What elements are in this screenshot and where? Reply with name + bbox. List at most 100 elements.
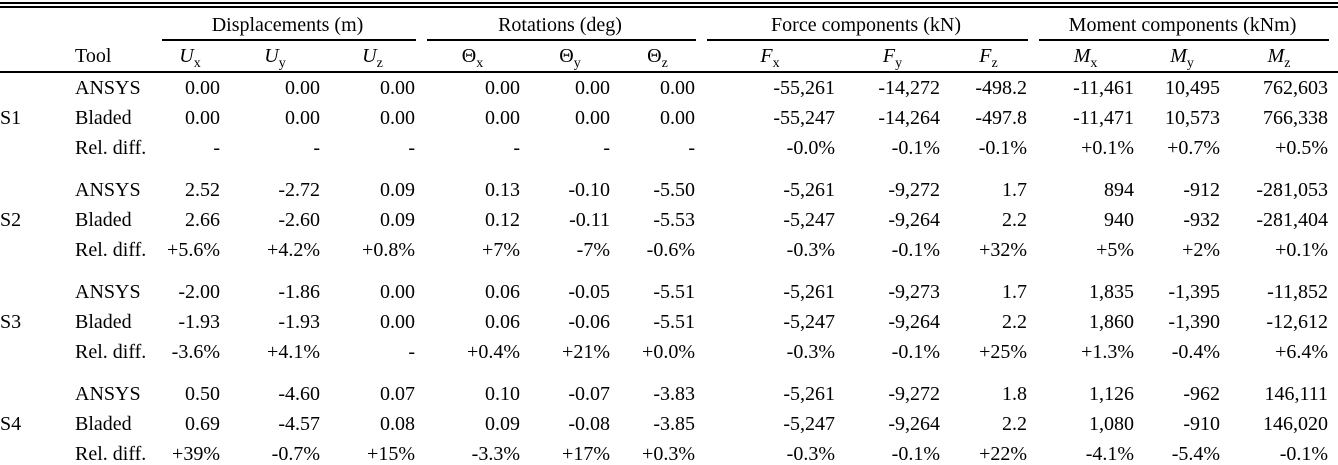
section-label: S1 bbox=[0, 107, 22, 129]
value-cell: -5,247 bbox=[783, 209, 835, 231]
value-cell: -9,264 bbox=[888, 413, 940, 435]
var-subscript: x bbox=[772, 56, 780, 71]
col-header-thetay: Θy bbox=[530, 41, 620, 73]
group-header-rotations: Rotations (deg) bbox=[425, 5, 705, 41]
value-cell: -5,261 bbox=[783, 281, 835, 303]
value-cell: -4.60 bbox=[278, 383, 320, 405]
value-cell: -932 bbox=[1183, 209, 1221, 231]
value-cell: +0.8% bbox=[362, 239, 415, 261]
value-cell: 894 bbox=[1104, 179, 1135, 201]
tool-cell: Bladed bbox=[75, 311, 132, 333]
value-cell: +4.2% bbox=[267, 239, 320, 261]
section-label bbox=[0, 265, 75, 307]
value-cell: -0.10 bbox=[568, 179, 610, 201]
value-cell: 1.7 bbox=[1002, 281, 1028, 303]
var-symbol: Θ bbox=[647, 45, 662, 67]
value-cell: -9,272 bbox=[888, 179, 940, 201]
table-row: Rel. diff. +5.6% +4.2% +0.8% +7% -7% -0.6% -0.3… bbox=[0, 235, 1338, 265]
col-header-fz: Fz bbox=[950, 41, 1038, 73]
value-cell: +17% bbox=[562, 443, 610, 465]
value-cell: -281,404 bbox=[1256, 209, 1329, 231]
table-row: Rel. diff. - - - - - - -0.0% -0.1% -0.1% +0.1% +0.7… bbox=[0, 133, 1338, 163]
value-cell: 0.08 bbox=[380, 413, 415, 435]
section-label: S4 bbox=[0, 413, 22, 435]
value-cell: 0.09 bbox=[485, 413, 520, 435]
value-cell: -4.57 bbox=[278, 413, 320, 435]
value-cell: 762,603 bbox=[1263, 77, 1329, 99]
section-label bbox=[0, 337, 75, 367]
value-cell: -281,053 bbox=[1256, 179, 1329, 201]
value-cell: -0.4% bbox=[1171, 341, 1221, 363]
value-cell: +0.3% bbox=[642, 443, 695, 465]
value-cell: 146,020 bbox=[1263, 413, 1329, 435]
tool-cell: Rel. diff. bbox=[75, 239, 147, 261]
section-label bbox=[0, 133, 75, 163]
value-cell: - bbox=[408, 137, 415, 159]
value-cell: -3.85 bbox=[653, 413, 695, 435]
value-cell: 0.12 bbox=[485, 209, 520, 231]
tool-cell: ANSYS bbox=[75, 179, 141, 201]
value-cell: -9,264 bbox=[888, 209, 940, 231]
value-cell: 10,495 bbox=[1165, 77, 1221, 99]
value-cell: -910 bbox=[1183, 413, 1221, 435]
value-cell: 1,080 bbox=[1089, 413, 1135, 435]
value-cell: +15% bbox=[367, 443, 415, 465]
value-cell: 0.00 bbox=[575, 107, 610, 129]
value-cell: 0.00 bbox=[575, 77, 610, 99]
value-cell: -962 bbox=[1183, 383, 1221, 405]
value-cell: - bbox=[688, 137, 695, 159]
tool-cell: Bladed bbox=[75, 413, 132, 435]
value-cell: 0.00 bbox=[660, 77, 695, 99]
value-cell: 0.00 bbox=[185, 107, 220, 129]
value-cell: -0.3% bbox=[786, 341, 835, 363]
value-cell: -912 bbox=[1183, 179, 1221, 201]
tool-cell: ANSYS bbox=[75, 383, 141, 405]
value-cell: -0.07 bbox=[568, 383, 610, 405]
value-cell: 0.50 bbox=[185, 383, 220, 405]
value-cell: 2.52 bbox=[185, 179, 220, 201]
group-header-moment-components: Moment components (kNm) bbox=[1037, 5, 1338, 41]
value-cell: - bbox=[513, 137, 520, 159]
value-cell: -0.1% bbox=[891, 341, 940, 363]
value-cell: -3.3% bbox=[471, 443, 520, 465]
value-cell: 1.8 bbox=[1002, 383, 1028, 405]
value-cell: +0.7% bbox=[1167, 137, 1221, 159]
value-cell: -2.72 bbox=[278, 179, 320, 201]
value-cell: -0.3% bbox=[786, 239, 835, 261]
value-cell: -11,471 bbox=[1073, 107, 1135, 129]
table-body: ANSYS 0.00 0.00 0.00 0.00 0.00 0.00 -55,261 -14,… bbox=[0, 72, 1338, 465]
value-cell: +0.1% bbox=[1081, 137, 1135, 159]
value-cell: 0.00 bbox=[185, 77, 220, 99]
value-cell: 2.2 bbox=[1002, 413, 1028, 435]
col-header-ux: Ux bbox=[160, 41, 230, 73]
col-header-my: My bbox=[1144, 41, 1231, 73]
value-cell: +2% bbox=[1182, 239, 1221, 261]
section-label: S3 bbox=[0, 311, 22, 333]
value-cell: +21% bbox=[562, 341, 610, 363]
var-symbol: U bbox=[362, 45, 377, 67]
section-label bbox=[0, 367, 75, 409]
value-cell: 146,111 bbox=[1264, 383, 1329, 405]
value-cell: -5,261 bbox=[783, 383, 835, 405]
value-cell: - bbox=[213, 137, 220, 159]
value-cell: +25% bbox=[979, 341, 1028, 363]
value-cell: -14,272 bbox=[878, 77, 940, 99]
group-header-force-components: Force components (kN) bbox=[705, 5, 1037, 41]
value-cell: 940 bbox=[1104, 209, 1135, 231]
value-cell: -498.2 bbox=[975, 77, 1028, 99]
value-cell: 1,126 bbox=[1089, 383, 1135, 405]
value-cell: 0.00 bbox=[380, 77, 415, 99]
value-cell: -5.4% bbox=[1171, 443, 1221, 465]
value-cell: -5,247 bbox=[783, 413, 835, 435]
value-cell: -0.3% bbox=[786, 443, 835, 465]
value-cell: 2.2 bbox=[1002, 311, 1028, 333]
table-row: Rel. diff. +39% -0.7% +15% -3.3% +17% +0.3% -0.… bbox=[0, 439, 1338, 465]
var-subscript: z bbox=[991, 56, 998, 71]
value-cell: -3.6% bbox=[171, 341, 220, 363]
value-cell: -5.51 bbox=[653, 311, 695, 333]
value-cell: +0.0% bbox=[642, 341, 695, 363]
var-subscript: x bbox=[476, 56, 484, 71]
value-cell: -5,261 bbox=[783, 179, 835, 201]
col-header-thetaz: Θz bbox=[620, 41, 705, 73]
